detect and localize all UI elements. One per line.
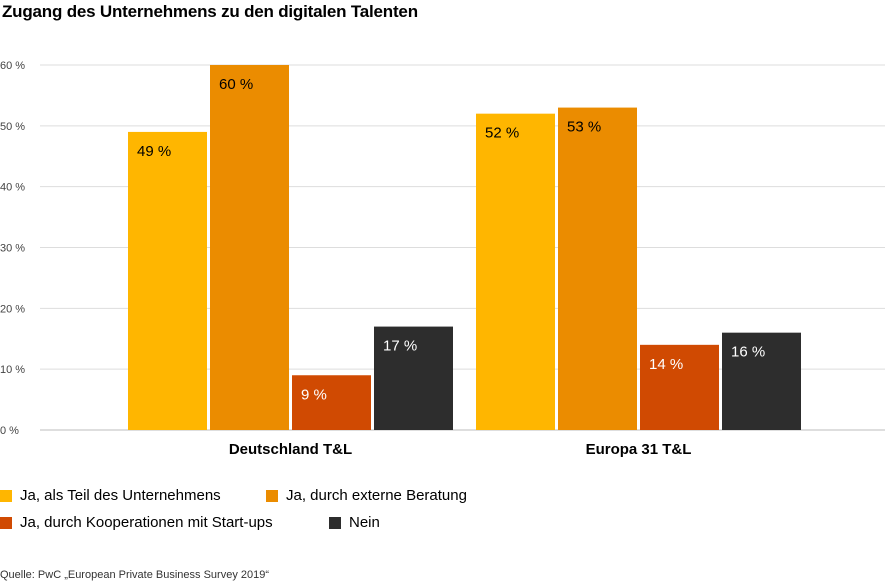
- legend-item-teil: Ja, als Teil des Unternehmens: [0, 487, 221, 504]
- legend-swatch-beratung: [266, 489, 278, 502]
- bar: [722, 332, 801, 430]
- legend-swatch-nein: [329, 516, 341, 529]
- data-label: 9 %: [301, 386, 327, 403]
- data-label: 53 %: [567, 119, 601, 136]
- source-note: Quelle: PwC „European Private Business S…: [0, 569, 270, 581]
- y-tick-label: 60 %: [0, 60, 25, 72]
- bar: [640, 344, 719, 430]
- bar: [374, 326, 453, 430]
- data-label: 49 %: [137, 143, 171, 160]
- bar-chart: 0 % 10 % 20 % 30 % 40 % 50 % 60 % 49 % 60 % 9 % 17…: [0, 60, 885, 458]
- y-tick-label: 30 %: [0, 243, 25, 255]
- bar: [292, 375, 371, 430]
- chart-title: Zugang des Unternehmens zu den digitalen…: [2, 2, 418, 21]
- y-tick-label: 0 %: [0, 425, 19, 437]
- y-tick-label: 40 %: [0, 182, 25, 194]
- legend-label-kooperation: Ja, durch Kooperationen mit Start-ups: [20, 514, 273, 531]
- bar: [558, 107, 637, 430]
- y-tick-label: 10 %: [0, 364, 25, 376]
- x-tick-label: Europa 31 T&L: [586, 441, 692, 458]
- legend-label-teil: Ja, als Teil des Unternehmens: [20, 487, 221, 504]
- data-label: 52 %: [485, 125, 519, 142]
- legend-item-kooperation: Ja, durch Kooperationen mit Start-ups: [0, 514, 273, 531]
- bar: [210, 65, 289, 430]
- legend-label-nein: Nein: [349, 514, 380, 531]
- y-tick-label: 50 %: [0, 121, 25, 133]
- chart-legend: Ja, als Teil des Unternehmens Ja, durch …: [0, 487, 885, 547]
- y-tick-label: 20 %: [0, 303, 25, 315]
- legend-swatch-teil: [0, 489, 12, 502]
- data-label: 14 %: [649, 356, 683, 373]
- bar: [476, 113, 555, 431]
- x-tick-label: Deutschland T&L: [229, 441, 352, 458]
- data-label: 16 %: [731, 344, 765, 361]
- data-label: 17 %: [383, 338, 417, 355]
- bar: [128, 131, 207, 430]
- data-label: 60 %: [219, 76, 253, 93]
- legend-label-beratung: Ja, durch externe Beratung: [286, 487, 467, 504]
- legend-item-nein: Nein: [329, 514, 380, 531]
- legend-swatch-kooperation: [0, 516, 12, 529]
- legend-item-beratung: Ja, durch externe Beratung: [266, 487, 467, 504]
